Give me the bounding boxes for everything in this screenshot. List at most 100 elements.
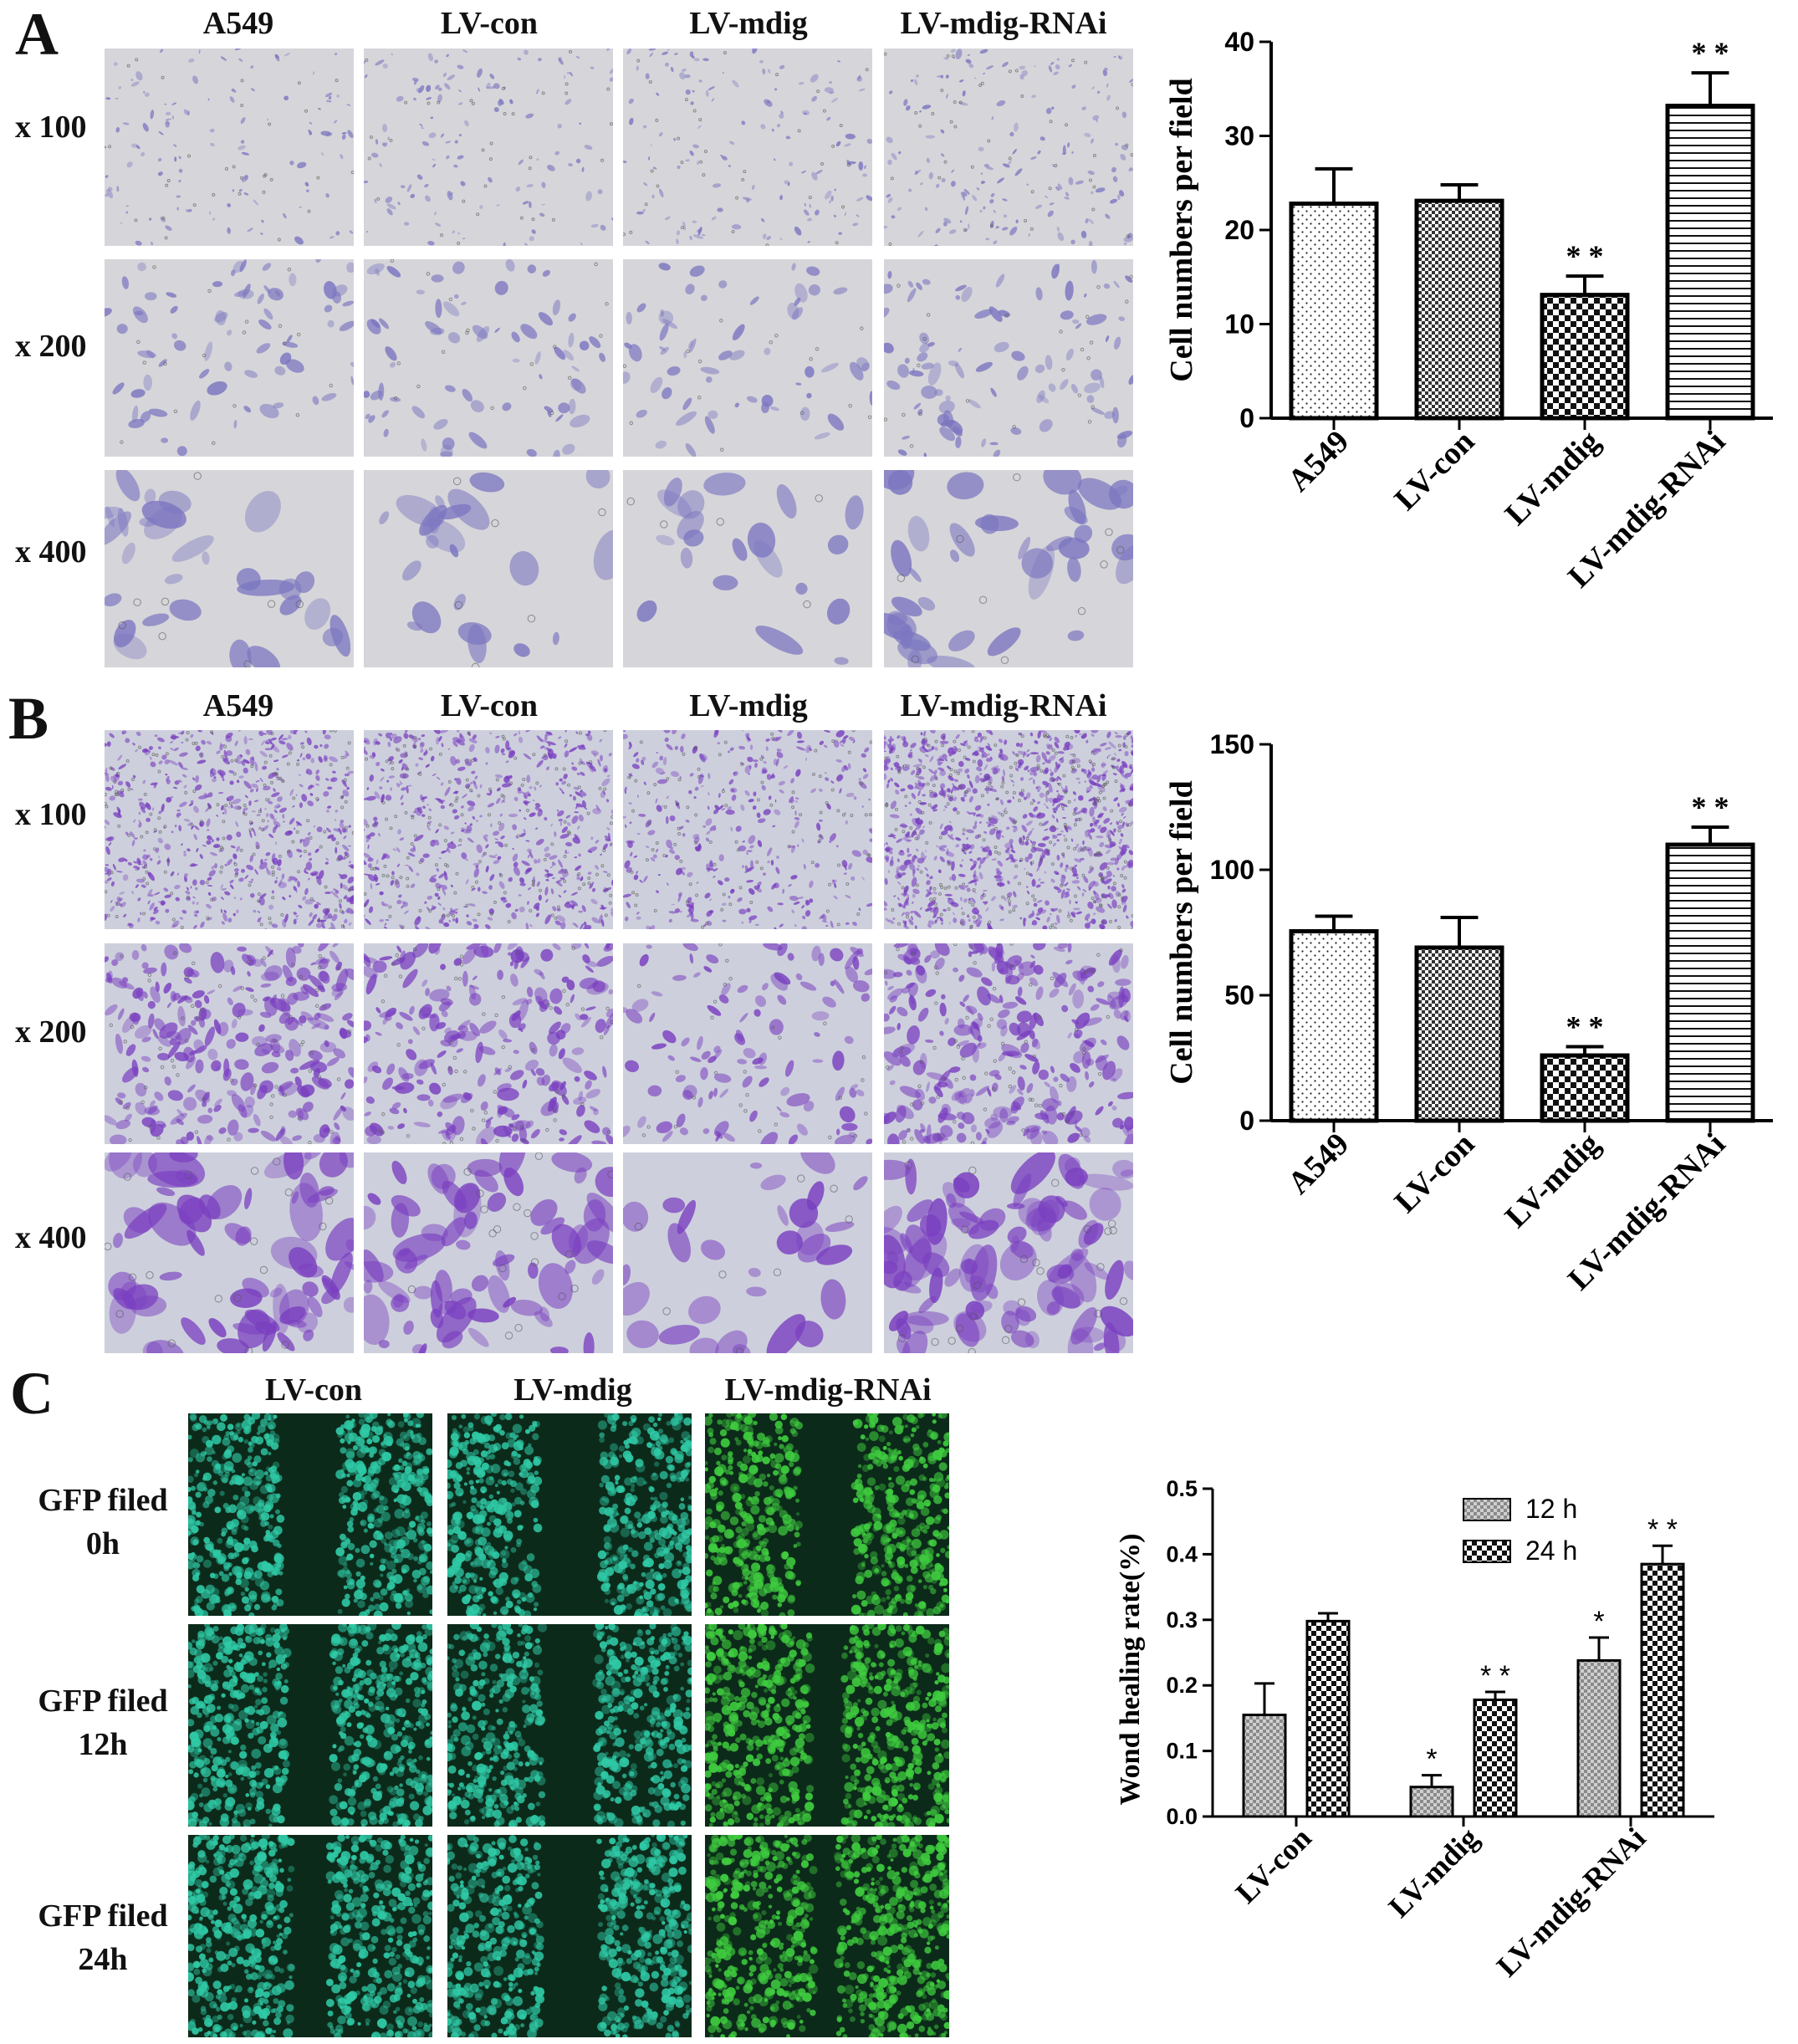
bar [1578, 1660, 1620, 1817]
micrograph-b-tile [105, 1152, 354, 1353]
bar [1291, 932, 1377, 1122]
panel-b-col-header: A549 [105, 687, 372, 724]
fluorescence-tile [188, 1413, 432, 1616]
bar [1668, 106, 1753, 419]
micrograph-b-tile [884, 730, 1133, 929]
panel-a-row-header: x 400 [15, 534, 87, 570]
y-axis-label: Cell numbers per field [1164, 78, 1199, 381]
y-tick-label: 0 [1239, 1106, 1254, 1136]
micrograph-a-tile [364, 470, 613, 667]
panel-c-col-header: LV-mdig-RNAi [698, 1372, 958, 1408]
fluorescence-tile [447, 1624, 692, 1827]
x-tick-label: LV-con [1229, 1821, 1318, 1909]
panel-c-row-time: 0h [23, 1522, 182, 1566]
bar [1417, 201, 1502, 418]
micrograph-b-tile [105, 730, 354, 929]
x-tick-label: LV-con [1388, 424, 1482, 518]
significance-marker: * * [1647, 1514, 1678, 1546]
micrograph-a-tile [884, 259, 1133, 457]
bar [1642, 1564, 1683, 1817]
micrograph-b-tile [105, 943, 354, 1144]
bar [1542, 1055, 1627, 1121]
y-tick-label: 100 [1210, 855, 1254, 885]
y-tick-label: 30 [1224, 121, 1254, 151]
y-tick-label: 0.2 [1166, 1673, 1198, 1698]
panel-a-col-header: LV-mdig-RNAi [870, 5, 1137, 42]
micrograph-b-tile [623, 943, 872, 1144]
x-tick-label: LV-mdig [1499, 1127, 1607, 1235]
micrograph-b-tile [364, 730, 613, 929]
y-tick-label: 10 [1224, 309, 1254, 340]
y-tick-label: 0 [1239, 403, 1254, 433]
bar [1668, 845, 1753, 1121]
panel-a-letter: A [15, 0, 59, 69]
micrograph-a-tile [364, 49, 613, 246]
panel-c-row-label: GFP filed [23, 1679, 182, 1723]
legend-swatch [1463, 1499, 1510, 1520]
y-tick-label: 0.1 [1166, 1739, 1198, 1764]
micrograph-b-tile [623, 1152, 872, 1353]
significance-marker: * [1426, 1744, 1437, 1776]
panel-c-row-label: GFP filed [23, 1894, 182, 1938]
micrograph-b-tile [623, 730, 872, 929]
significance-marker: * * [1566, 1010, 1604, 1044]
micrograph-a-tile [105, 49, 354, 246]
micrograph-a-tile [105, 259, 354, 457]
micrograph-b-tile [364, 1152, 613, 1353]
panel-b-col-header: LV-mdig-RNAi [870, 687, 1137, 724]
panel-b-row-header: x 100 [15, 796, 87, 833]
significance-marker: * * [1566, 239, 1604, 273]
fluorescence-tile [447, 1835, 692, 2037]
panel-c-row-header: GFP filed 24h [23, 1894, 182, 1981]
bar [1542, 295, 1627, 418]
fluorescence-tile [705, 1835, 949, 2037]
y-tick-label: 0.5 [1166, 1476, 1198, 1501]
bar [1307, 1621, 1349, 1817]
fluorescence-tile [188, 1835, 432, 2037]
y-tick-label: 0.4 [1166, 1541, 1198, 1566]
x-tick-label: LV-mdig [1499, 424, 1607, 533]
micrograph-a-tile [623, 470, 872, 667]
micrograph-a-tile [623, 49, 872, 246]
panel-b-col-header: LV-mdig [623, 687, 874, 724]
fluorescence-tile [188, 1624, 432, 1827]
panel-c-col-header: LV-mdig [447, 1372, 698, 1408]
panel-a-row-header: x 200 [15, 328, 87, 365]
legend-label: 12 h [1525, 1494, 1577, 1524]
panel-a-col-header: A549 [105, 5, 372, 42]
bar [1291, 204, 1377, 419]
panel-c-row-header: GFP filed 12h [23, 1679, 182, 1766]
micrograph-a-tile [364, 259, 613, 457]
panel-c-row-label: GFP filed [23, 1479, 182, 1522]
y-tick-label: 40 [1224, 27, 1254, 57]
micrograph-b-tile [884, 1152, 1133, 1353]
bar [1244, 1714, 1285, 1817]
y-tick-label: 150 [1210, 729, 1254, 759]
significance-marker: * * [1480, 1660, 1510, 1692]
panel-c-letter: C [10, 1359, 54, 1428]
panel-b-col-header: LV-con [364, 687, 615, 724]
significance-marker: * * [1692, 790, 1729, 824]
y-axis-label: Wond healing rate(%) [1115, 1534, 1146, 1806]
bar [1411, 1787, 1453, 1817]
bar [1417, 948, 1502, 1121]
panel-c-row-header: GFP filed 0h [23, 1479, 182, 1566]
bar [1474, 1699, 1516, 1817]
x-tick-label: LV-mdig-RNAi [1490, 1821, 1652, 1983]
y-tick-label: 0.0 [1166, 1804, 1198, 1829]
fluorescence-tile [447, 1413, 692, 1616]
micrograph-a-tile [884, 49, 1133, 246]
x-tick-label: LV-con [1388, 1127, 1482, 1220]
fluorescence-tile [705, 1624, 949, 1827]
legend-label: 24 h [1525, 1536, 1577, 1566]
fluorescence-tile [705, 1413, 949, 1616]
y-tick-label: 20 [1224, 215, 1254, 245]
panel-a-col-header: LV-mdig [623, 5, 874, 42]
panel-b-row-header: x 400 [15, 1219, 87, 1256]
panel-c-row-time: 12h [23, 1723, 182, 1766]
